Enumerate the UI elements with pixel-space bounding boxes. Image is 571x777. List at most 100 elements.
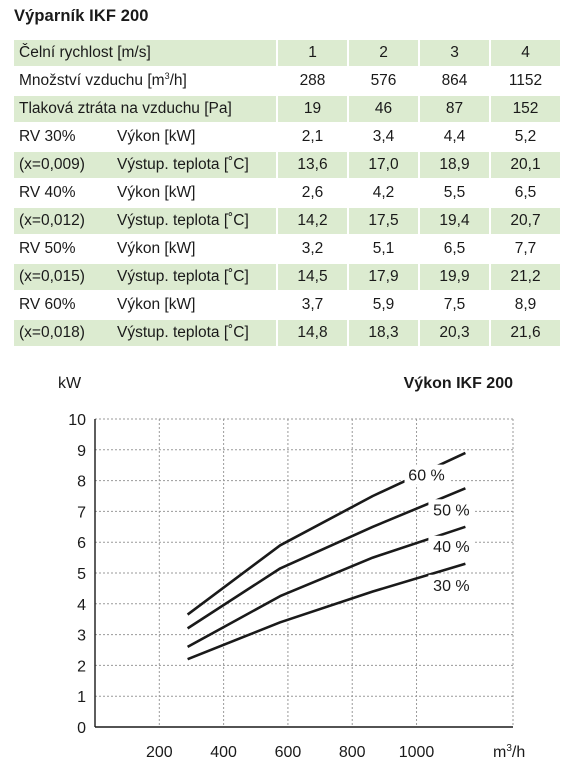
table-row: Množství vzduchu [m3/h] 288 576 864 1152	[14, 68, 560, 94]
table-cell: 13,6	[276, 152, 347, 178]
row-sublabel: Výstup. teplota [˚C]	[117, 264, 276, 290]
series-label: 60 %	[408, 468, 444, 485]
table-cell: 19,4	[418, 208, 489, 234]
x-tick-label: 600	[275, 744, 302, 761]
x-tick-label: 400	[210, 744, 237, 761]
row-label: (x=0,015)	[14, 264, 117, 290]
table-cell: 2,6	[276, 180, 347, 206]
table-cell: 5,5	[418, 180, 489, 206]
y-tick-label: 9	[77, 443, 86, 460]
table-cell: 20,3	[418, 320, 489, 346]
series-label: 50 %	[433, 502, 469, 519]
table-cell: 1152	[489, 68, 560, 94]
table-cell: 3,7	[276, 292, 347, 318]
series-label-bg	[428, 535, 475, 556]
x-axis-label: m3/h	[493, 743, 525, 761]
table-cell: 21,2	[489, 264, 560, 290]
x-tick-label: 800	[339, 744, 366, 761]
table-title: Výparník IKF 200	[14, 7, 149, 25]
table-cell: 5,2	[489, 124, 560, 150]
table-row: RV 50% Výkon [kW] 3,2 5,1 6,5 7,7	[14, 236, 560, 262]
table-cell: 6,5	[489, 180, 560, 206]
chart-title: Výkon IKF 200	[404, 375, 513, 392]
row-sublabel: Výkon [kW]	[117, 240, 196, 257]
table-cell: 7,7	[489, 236, 560, 262]
row-sublabel: Výstup. teplota [˚C]	[117, 208, 276, 234]
table-cell: 7,5	[418, 292, 489, 318]
table-cell: 576	[347, 68, 418, 94]
series-label-bg	[428, 499, 475, 520]
chart-axes	[94, 419, 513, 728]
table-row: (x=0,015) Výstup. teplota [˚C] 14,5 17,9…	[14, 264, 560, 290]
x-tick-label: 200	[146, 744, 173, 761]
y-tick-label: 4	[77, 597, 86, 614]
y-axis-label: kW	[58, 375, 82, 392]
table-cell: 288	[276, 68, 347, 94]
row-label: (x=0,009)	[14, 152, 117, 178]
row-sublabel: Výkon [kW]	[117, 128, 196, 145]
row-label: RV 30%	[19, 128, 76, 145]
table-cell: 5,1	[347, 236, 418, 262]
table-cell: 2	[347, 40, 418, 66]
row-sublabel: Výstup. teplota [˚C]	[117, 320, 276, 346]
table-row: (x=0,012) Výstup. teplota [˚C] 14,2 17,5…	[14, 208, 560, 234]
y-tick-label: 5	[77, 566, 86, 583]
row-label: Tlaková ztráta na vzduchu [Pa]	[14, 96, 276, 122]
row-label: RV 40%	[19, 184, 76, 201]
table-cell: 87	[418, 96, 489, 122]
table-cell: 17,0	[347, 152, 418, 178]
table-cell: 14,5	[276, 264, 347, 290]
row-label: (x=0,012)	[14, 208, 117, 234]
row-sublabel: Výkon [kW]	[117, 184, 196, 201]
row-sublabel: Výkon [kW]	[117, 296, 196, 313]
table-cell: 3	[418, 40, 489, 66]
table-cell: 4,4	[418, 124, 489, 150]
series-label-bg	[404, 464, 451, 485]
y-tick-label: 7	[77, 504, 86, 521]
table-cell: 17,9	[347, 264, 418, 290]
table-cell: 2,1	[276, 124, 347, 150]
series-label: 30 %	[433, 578, 469, 595]
series-line	[186, 525, 466, 649]
table-cell: 18,9	[418, 152, 489, 178]
table-cell: 864	[418, 68, 489, 94]
series-line	[187, 562, 466, 661]
row-label: RV 50%	[19, 240, 76, 257]
row-sublabel: Výstup. teplota [˚C]	[117, 152, 276, 178]
x-tick-label: 1000	[399, 744, 435, 761]
series-label: 40 %	[433, 539, 469, 556]
table-cell: 46	[347, 96, 418, 122]
y-tick-label: 8	[77, 474, 86, 491]
spec-table: Čelní rychlost [m/s] 1 2 3 4 Množství vz…	[14, 38, 560, 348]
table-cell: 5,9	[347, 292, 418, 318]
table-row: Tlaková ztráta na vzduchu [Pa] 19 46 87 …	[14, 96, 560, 122]
table-cell: 4,2	[347, 180, 418, 206]
y-tick-label: 10	[68, 412, 86, 429]
table-row: RV 60% Výkon [kW] 3,7 5,9 7,5 8,9	[14, 292, 560, 318]
table-cell: 6,5	[418, 236, 489, 262]
table-cell: 152	[489, 96, 560, 122]
table-row: RV 40% Výkon [kW] 2,6 4,2 5,5 6,5	[14, 180, 560, 206]
table-row: (x=0,009) Výstup. teplota [˚C] 13,6 17,0…	[14, 152, 560, 178]
table-cell: 21,6	[489, 320, 560, 346]
table-cell: 19	[276, 96, 347, 122]
y-tick-label: 0	[77, 720, 86, 737]
table-cell: 18,3	[347, 320, 418, 346]
series-label-bg	[428, 574, 475, 595]
row-label: Množství vzduchu [m3/h]	[19, 71, 187, 90]
table-cell: 1	[276, 40, 347, 66]
table-cell: 3,4	[347, 124, 418, 150]
table-cell: 4	[489, 40, 560, 66]
table-cell: 8,9	[489, 292, 560, 318]
table-row: (x=0,018) Výstup. teplota [˚C] 14,8 18,3…	[14, 320, 560, 346]
chart-text: 0 1 2 3 4 5 6 7 8 9 10 200 400 600 800 1000 30 % 40 % 50 %…	[58, 375, 525, 761]
y-tick-label: 3	[77, 628, 86, 645]
table-cell: 20,7	[489, 208, 560, 234]
table-cell: 14,2	[276, 208, 347, 234]
row-label: (x=0,018)	[14, 320, 117, 346]
row-label: RV 60%	[19, 296, 76, 313]
table-cell: 19,9	[418, 264, 489, 290]
y-tick-label: 6	[77, 535, 86, 552]
table-cell: 17,5	[347, 208, 418, 234]
